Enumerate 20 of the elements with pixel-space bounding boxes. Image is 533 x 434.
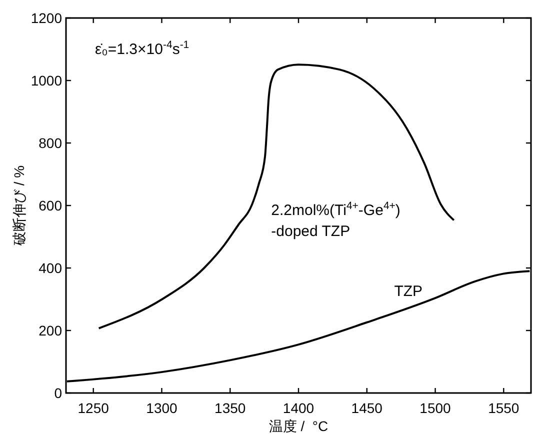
y-tick-label: 400 (38, 260, 62, 276)
x-tick-label: 1250 (78, 400, 110, 416)
y-tick-label: 600 (38, 198, 62, 214)
x-tick-label: 1450 (351, 400, 383, 416)
y-tick-label: 1200 (30, 10, 62, 26)
x-tick-label: 1350 (214, 400, 246, 416)
y-tick-label: 800 (38, 135, 62, 151)
annotation: ε̇₀=1.3×10$^{-4}$s$^{-1}$ (95, 39, 190, 58)
series-label: TZP (394, 283, 423, 300)
x-tick-label: 1300 (146, 400, 178, 416)
y-tick-label: 1000 (30, 72, 62, 88)
text: 2.2mol%(Ti$^{4+}$-Ge$^{4+}$) -doped TZP (271, 200, 400, 240)
y-tick-label: 0 (54, 385, 62, 401)
x-axis-title: 温度 / °C (268, 418, 328, 434)
line-series (98, 64, 455, 330)
y-tick-label: 200 (38, 322, 62, 338)
x-tick-label: 1550 (488, 400, 520, 416)
y-axis-title: 破断伸び / % (11, 165, 27, 247)
x-tick-label: 1400 (282, 400, 314, 416)
x-tick-label: 1500 (420, 400, 452, 416)
